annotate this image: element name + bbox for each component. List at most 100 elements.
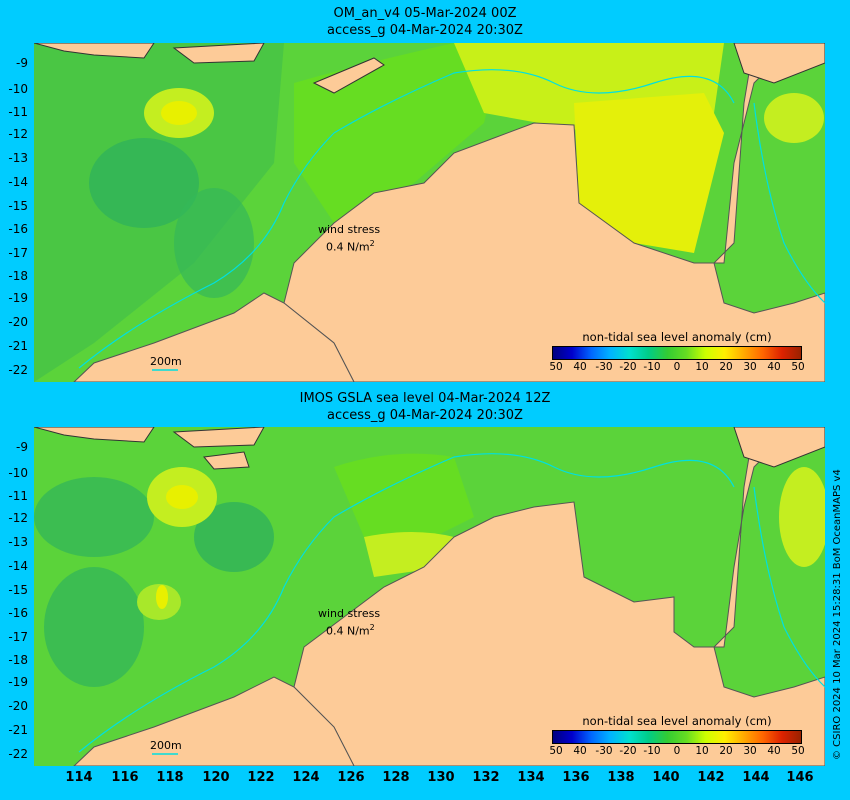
legend-tick: -30	[595, 361, 613, 373]
x-tick: 142	[697, 770, 725, 785]
credit-text: © CSIRO 2024 10 Mar 2024 15:28:31 BoM Oc…	[832, 469, 843, 760]
island-north-2	[172, 427, 265, 448]
new-guinea-land	[733, 43, 825, 84]
legend-title: non-tidal sea level anomaly (cm)	[582, 714, 772, 728]
x-tick: 140	[652, 770, 680, 785]
bottom-title-line1: IMOS GSLA sea level 04-Mar-2024 12Z	[299, 391, 551, 406]
legend-tick: 40	[573, 745, 587, 757]
legend-ticks: 50 40 -30 -20 -10 0 10 20 30 40 50	[549, 360, 804, 374]
x-tick: 136	[562, 770, 590, 785]
y-tick: -9	[16, 56, 28, 70]
legend-tick: 20	[719, 361, 733, 373]
sea-eddy-high-1-core	[161, 101, 197, 125]
new-guinea-land	[733, 427, 825, 468]
australia-land	[283, 43, 825, 382]
legend-tick: 50	[549, 361, 563, 373]
legend-tick: -30	[595, 745, 613, 757]
sea-eddy-low-2	[194, 502, 274, 572]
island-north-3	[203, 451, 250, 470]
wind-stress-label: wind stress	[318, 607, 381, 620]
x-tick: 144	[742, 770, 770, 785]
bottom-legend: non-tidal sea level anomaly (cm) 50 40 -…	[549, 714, 805, 758]
y-tick: -18	[8, 269, 28, 283]
wind-stress-label: wind stress	[318, 223, 381, 236]
y-tick: -12	[8, 127, 28, 141]
y-tick: -16	[8, 606, 28, 620]
legend-tick: 10	[695, 361, 709, 373]
wind-stress-value: 0.4 N/m	[326, 624, 370, 638]
legend-tick: 40	[767, 745, 781, 757]
legend-tick: 40	[767, 361, 781, 373]
isobath-200m	[78, 453, 825, 753]
x-tick: 120	[202, 770, 230, 785]
legend-tick: 30	[743, 745, 757, 757]
legend-colorbar	[552, 346, 802, 360]
top-y-axis: -9 -10 -11 -12 -13 -14 -15 -16 -17 -18 -…	[0, 43, 32, 382]
y-tick: -10	[8, 82, 28, 96]
legend-tick: 40	[573, 361, 587, 373]
australia-land	[293, 427, 825, 766]
top-title-line1: OM_an_v4 05-Mar-2024 00Z	[333, 6, 517, 21]
wind-stress-value-row: 0.4 N/m2	[318, 237, 380, 255]
wind-stress-value-row: 0.4 N/m2	[318, 621, 380, 639]
y-tick: -13	[8, 535, 28, 549]
top-panel-title: OM_an_v4 05-Mar-2024 00Z access_g 04-Mar…	[0, 5, 850, 39]
bottom-title-line2: access_g 04-Mar-2024 20:30Z	[327, 408, 523, 423]
y-tick: -22	[8, 363, 28, 377]
x-tick: 126	[337, 770, 365, 785]
sea-light-central	[294, 43, 504, 223]
legend-tick: 0	[673, 361, 681, 373]
isobath-200m	[78, 69, 825, 369]
y-tick: -20	[8, 699, 28, 713]
sea-eddy-low-3	[44, 567, 144, 687]
y-tick: -17	[8, 246, 28, 260]
y-tick: -14	[8, 559, 28, 573]
y-tick: -19	[8, 291, 28, 305]
y-tick: -21	[8, 723, 28, 737]
wind-stress-exp: 2	[369, 239, 375, 248]
bottom-map-panel[interactable]: wind stress 0.4 N/m2 200m non-tidal sea …	[34, 427, 825, 766]
y-tick: -22	[8, 747, 28, 761]
wind-stress-key: wind stress 0.4 N/m2	[318, 607, 380, 639]
sea-eddy-high-1-core	[166, 485, 198, 509]
legend-tick: -20	[619, 745, 637, 757]
top-map-svg	[34, 43, 825, 382]
legend-ticks: 50 40 -30 -20 -10 0 10 20 30 40 50	[549, 744, 805, 758]
legend-tick: 10	[695, 745, 709, 757]
legend-tick: -10	[643, 745, 661, 757]
top-title-line2: access_g 04-Mar-2024 20:30Z	[327, 23, 523, 38]
y-tick: -12	[8, 511, 28, 525]
bottom-map-svg	[34, 427, 825, 766]
sea-yellow-gulf	[574, 93, 724, 253]
x-tick: 138	[607, 770, 635, 785]
legend-tick: -20	[619, 361, 637, 373]
x-axis: 114 116 118 120 122 124 126 128 130 132 …	[0, 770, 850, 790]
y-tick: -11	[8, 105, 28, 119]
sea-eddy-low-2	[174, 188, 254, 298]
scale-label: 200m	[150, 739, 182, 752]
wind-stress-value: 0.4 N/m	[326, 240, 370, 254]
x-tick: 116	[111, 770, 139, 785]
y-tick: -13	[8, 151, 28, 165]
wind-stress-exp: 2	[369, 623, 375, 632]
x-tick: 134	[517, 770, 545, 785]
pilbara-land	[73, 292, 355, 382]
y-tick: -10	[8, 466, 28, 480]
island-north-1	[34, 43, 155, 59]
x-tick: 132	[472, 770, 500, 785]
y-tick: -19	[8, 675, 28, 689]
timor-island	[312, 57, 385, 94]
x-tick: 124	[292, 770, 320, 785]
x-tick: 118	[156, 770, 184, 785]
y-tick: -15	[8, 583, 28, 597]
legend-tick: 50	[791, 745, 805, 757]
x-tick: 114	[65, 770, 93, 785]
legend-tick: 30	[743, 361, 757, 373]
legend-tick: -10	[643, 361, 661, 373]
wind-stress-key: wind stress 0.4 N/m2	[318, 223, 380, 255]
y-tick: -16	[8, 222, 28, 236]
sea-eddy-high-east	[779, 467, 825, 567]
top-map-panel[interactable]: wind stress 0.4 N/m2 200m non-tidal sea …	[34, 43, 825, 382]
y-tick: -21	[8, 339, 28, 353]
y-tick: -17	[8, 630, 28, 644]
